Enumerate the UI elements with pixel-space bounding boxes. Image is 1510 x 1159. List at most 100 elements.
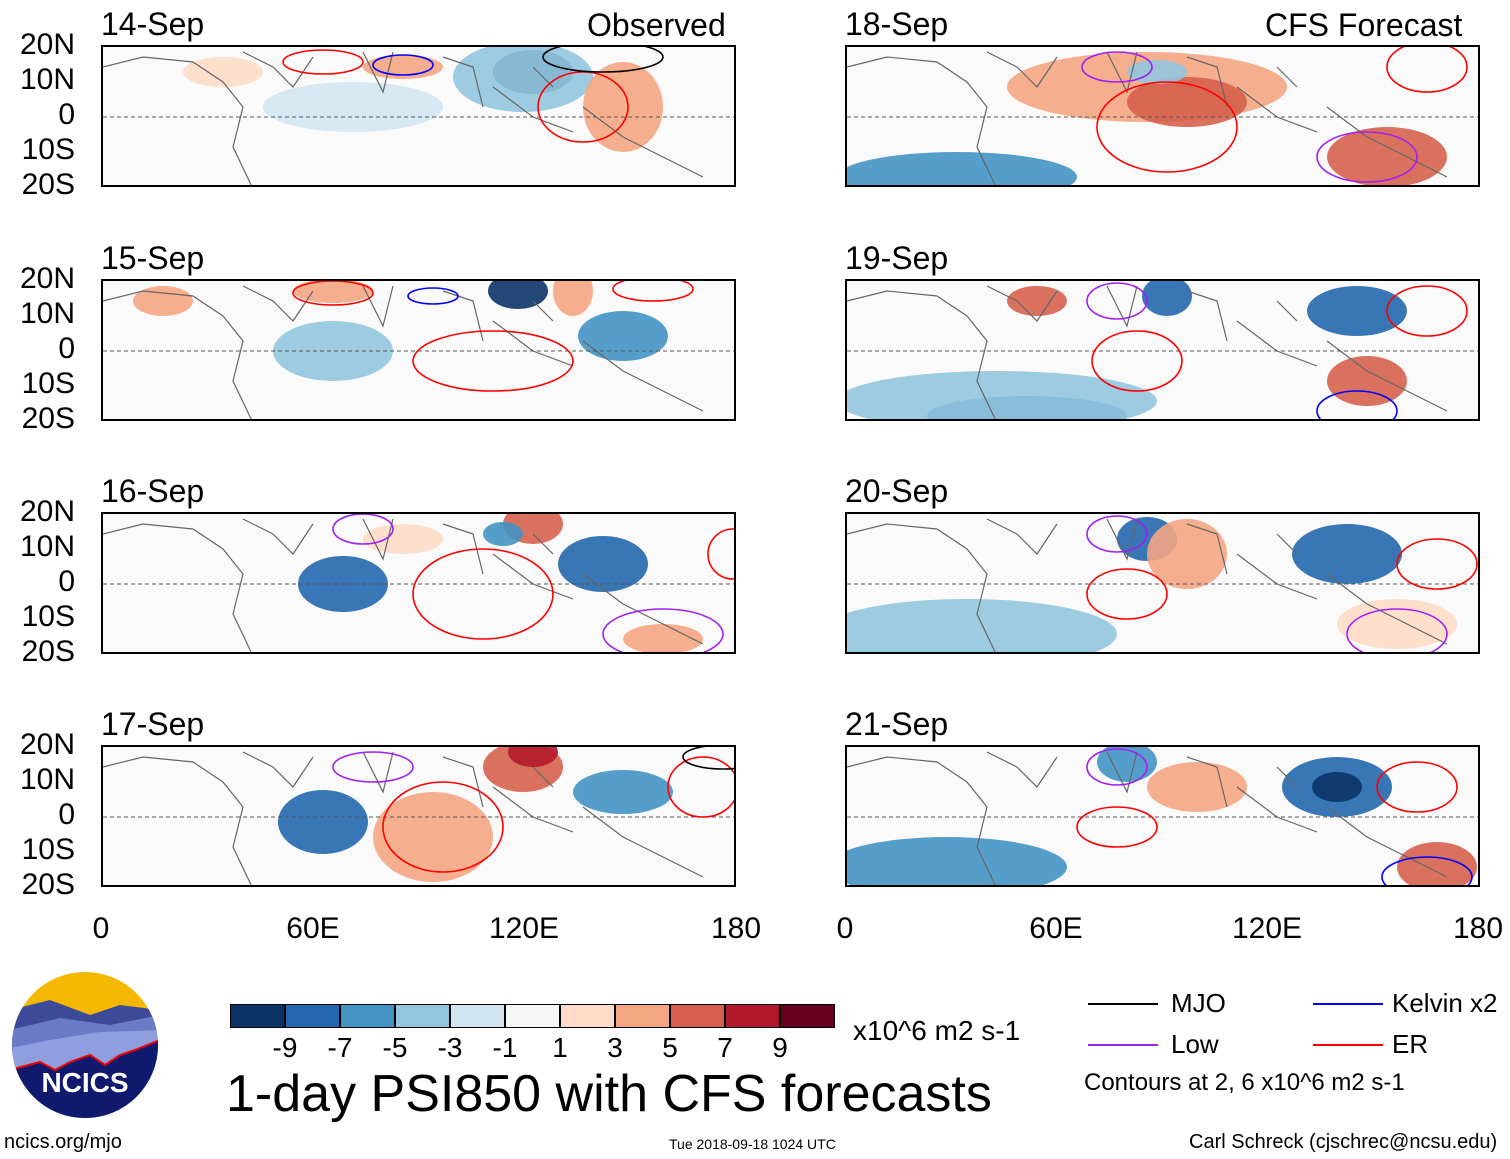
anomaly-shading — [278, 790, 368, 854]
wave-contour — [1381, 856, 1473, 885]
lon-label: 60E — [286, 912, 340, 945]
colorbar-swatch — [615, 1004, 670, 1028]
anomaly-shading — [1147, 762, 1247, 812]
wave-contour — [1316, 390, 1398, 419]
lat-label: 10N — [19, 63, 75, 96]
wave-contour — [1086, 748, 1148, 786]
anomaly-shading — [1142, 281, 1192, 316]
anomaly-shading — [1147, 519, 1227, 589]
panel-date: 15-Sep — [101, 240, 205, 276]
forecast-map-panel — [845, 512, 1480, 654]
anomaly-shading — [583, 62, 663, 152]
lat-label: 0 — [58, 565, 75, 598]
legend-mjo-line — [1088, 1003, 1158, 1005]
forecast-map-panel — [845, 45, 1480, 187]
colorbar-label: 3 — [607, 1032, 623, 1063]
colorbar-units: x10^6 m2 s-1 — [853, 1015, 1021, 1046]
colorbar-label: 1 — [552, 1032, 568, 1063]
anomaly-shading — [453, 47, 593, 112]
lat-label: 20N — [19, 262, 75, 295]
wave-contour — [412, 548, 554, 640]
wave-contour — [382, 781, 504, 873]
wave-contour — [602, 608, 724, 652]
wave-contour — [1091, 330, 1183, 392]
anomaly-shading — [578, 311, 668, 361]
colorbar-label: -9 — [272, 1032, 298, 1063]
wave-contour — [292, 281, 374, 306]
panel-date: 16-Sep — [101, 473, 205, 509]
colorbar-label: -3 — [437, 1032, 463, 1063]
wave-contour — [682, 747, 734, 770]
contours-note: Contours at 2, 6 x10^6 m2 s-1 — [1084, 1069, 1405, 1096]
lat-label: 20S — [21, 868, 75, 901]
colorbar-label: -5 — [382, 1032, 408, 1063]
wave-contour — [537, 71, 629, 143]
wave-contour — [1316, 131, 1418, 183]
anomaly-shading — [183, 57, 263, 87]
lat-label: 20N — [19, 728, 75, 761]
legend-kelvin-line — [1313, 1003, 1383, 1005]
anomaly-shading — [623, 624, 703, 652]
colorbar-label: -1 — [492, 1032, 518, 1063]
lat-label: 0 — [58, 332, 75, 365]
anomaly-shading — [1337, 599, 1457, 649]
panel-date: 17-Sep — [101, 706, 205, 742]
lat-label: 10N — [19, 530, 75, 563]
anomaly-shading — [1327, 127, 1447, 185]
colorbar-label: -7 — [327, 1032, 353, 1063]
lat-label: 0 — [58, 98, 75, 131]
anomaly-shading — [553, 281, 593, 316]
wave-contour — [332, 751, 414, 783]
colorbar-swatch — [395, 1004, 450, 1028]
lat-label: 20N — [19, 495, 75, 528]
figure-title: 1-day PSI850 with CFS forecasts — [226, 1065, 992, 1123]
footer-url[interactable]: ncics.org/mjo — [4, 1131, 122, 1153]
panel-date: 14-Sep — [101, 6, 205, 42]
wave-contour — [667, 756, 734, 818]
anomaly-shading — [1397, 842, 1477, 885]
anomaly-shading — [573, 770, 673, 814]
panel-date: 18-Sep — [845, 6, 949, 42]
lat-label: 10S — [21, 600, 75, 633]
lat-label: 10S — [21, 367, 75, 400]
wave-contour — [282, 49, 364, 75]
wave-contour — [1386, 285, 1468, 337]
forecast-map-panel — [845, 745, 1480, 887]
anomaly-shading — [1127, 77, 1247, 127]
observed-map-panel — [101, 279, 736, 421]
lon-label: 0 — [836, 912, 854, 945]
wave-contour — [372, 54, 434, 76]
lon-label: 180 — [1452, 912, 1504, 945]
timestamp: Tue 2018-09-18 1024 UTC — [669, 1136, 836, 1152]
anomaly-shading — [1312, 772, 1362, 802]
wave-contour — [1081, 51, 1153, 83]
legend-low-label: Low — [1171, 1029, 1219, 1059]
wave-contour — [332, 514, 394, 545]
lon-label: 0 — [92, 912, 110, 945]
anomaly-shading — [847, 371, 1157, 419]
lat-label: 20S — [21, 168, 75, 201]
wave-contour — [407, 287, 459, 305]
colorbar-swatch — [230, 1004, 285, 1028]
logo-text: NCICS — [41, 1067, 128, 1098]
lat-label: 10S — [21, 133, 75, 166]
lat-label: 20S — [21, 635, 75, 668]
legend-er-label: ER — [1392, 1029, 1429, 1059]
wave-contour — [1086, 515, 1148, 553]
anomaly-shading — [483, 522, 523, 546]
anomaly-shading — [373, 792, 493, 882]
legend-kelvin-label: Kelvin x2 — [1392, 988, 1498, 1018]
lat-label: 10N — [19, 297, 75, 330]
lat-label: 20N — [19, 28, 75, 61]
anomaly-shading — [558, 536, 648, 592]
observed-header: Observed — [587, 7, 726, 43]
ncics-logo: NCICS — [10, 970, 160, 1120]
observed-map-panel — [101, 745, 736, 887]
panel-date: 20-Sep — [845, 473, 949, 509]
legend-mjo-label: MJO — [1171, 988, 1226, 1018]
wave-contour — [1386, 47, 1468, 93]
wave-contour — [1396, 538, 1478, 590]
anomaly-shading — [133, 286, 193, 316]
anomaly-shading — [1097, 747, 1157, 782]
anomaly-shading — [847, 152, 1077, 185]
